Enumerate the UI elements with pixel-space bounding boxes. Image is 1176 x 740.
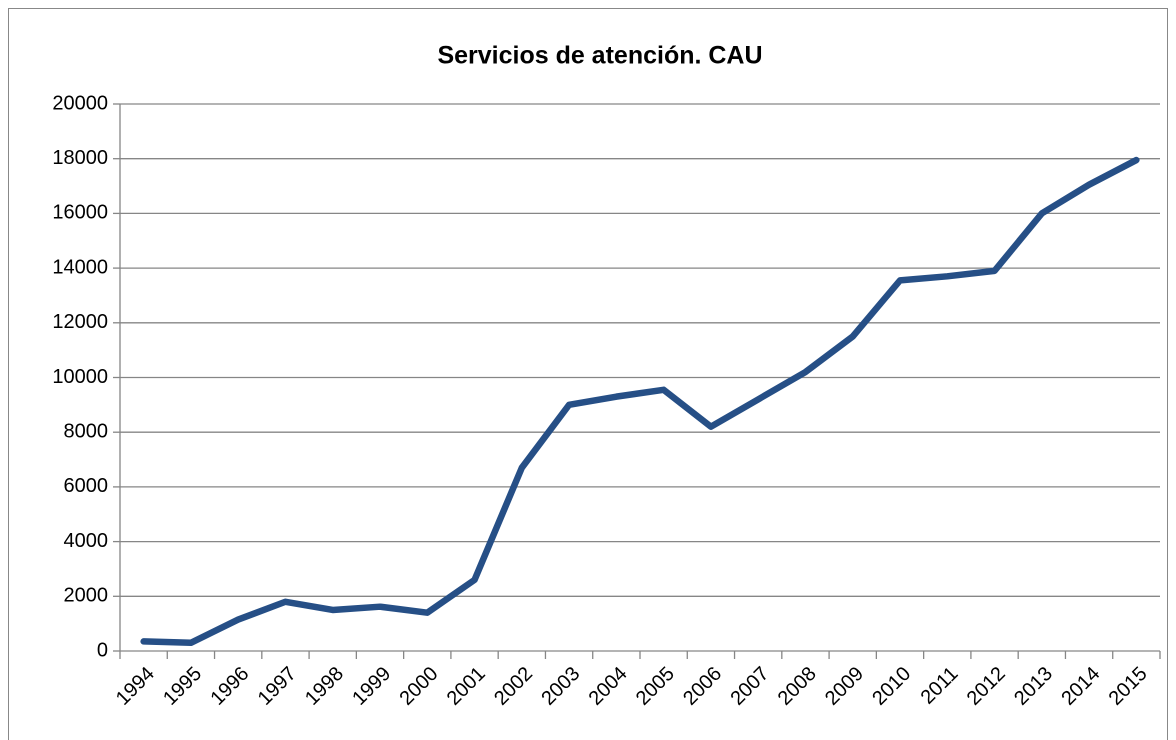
y-tick-label: 20000 — [52, 92, 108, 114]
y-tick-label: 4000 — [64, 530, 109, 552]
chart-border — [8, 8, 1168, 740]
chart-title: Servicios de atención. CAU — [437, 42, 762, 70]
y-tick-label: 12000 — [52, 311, 108, 333]
y-tick-label: 8000 — [64, 420, 109, 442]
series-line — [140, 156, 1140, 647]
y-tick-label: 10000 — [52, 366, 108, 388]
y-tick-label: 2000 — [64, 585, 109, 607]
y-tick-label: 16000 — [52, 202, 108, 224]
y-tick-label: 0 — [97, 639, 108, 661]
y-tick-label: 18000 — [52, 147, 108, 169]
y-tick-label: 6000 — [64, 475, 109, 497]
y-tick-label: 14000 — [52, 256, 108, 278]
